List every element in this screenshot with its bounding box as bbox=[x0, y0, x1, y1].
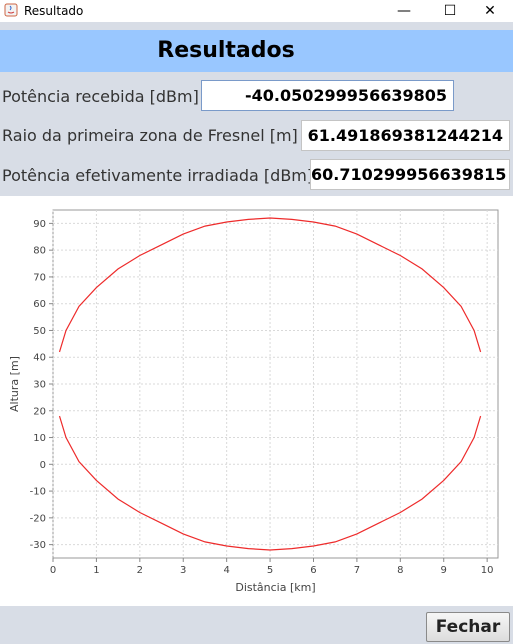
y-tick-label: 10 bbox=[33, 433, 46, 444]
y-tick-label: -30 bbox=[30, 540, 46, 551]
y-tick-label: 60 bbox=[33, 299, 46, 310]
window-title: Resultado bbox=[24, 4, 84, 18]
x-tick-label: 0 bbox=[50, 565, 56, 576]
y-axis-label: Altura [m] bbox=[8, 356, 21, 412]
x-tick-label: 10 bbox=[481, 565, 494, 576]
y-tick-label: 0 bbox=[40, 460, 46, 471]
y-tick-label: 20 bbox=[33, 406, 46, 417]
java-app-icon bbox=[4, 3, 18, 17]
y-tick-label: -20 bbox=[30, 513, 46, 524]
fresnel-radius-field[interactable]: 61.491869381244214 bbox=[301, 120, 510, 151]
close-button[interactable]: ✕ bbox=[484, 3, 496, 19]
fresnel-chart: 0 1 2 3 4 5 6 7 8 9 10 -30 -20 -10 0 10 20 30 40 50 60 70 80 90… bbox=[8, 209, 499, 594]
x-tick-label: 3 bbox=[180, 565, 186, 576]
x-tick-label: 5 bbox=[267, 565, 273, 576]
maximize-button[interactable]: ☐ bbox=[443, 3, 457, 19]
page-title: Resultados bbox=[157, 38, 295, 63]
y-tick-label: 90 bbox=[33, 219, 46, 230]
fresnel-radius-label: Raio da primeira zona de Fresnel [m] bbox=[2, 126, 298, 145]
fresnel-upper-curve bbox=[58, 217, 482, 353]
x-tick-label: 4 bbox=[223, 565, 229, 576]
eirp-label: Potência efetivamente irradiada [dBm] bbox=[2, 166, 314, 185]
x-tick-label: 6 bbox=[310, 565, 316, 576]
minimize-button[interactable]: — bbox=[397, 3, 411, 19]
y-tick-label: 30 bbox=[33, 380, 46, 391]
x-tick-label: 2 bbox=[137, 565, 143, 576]
results-header: Resultados bbox=[0, 30, 513, 72]
fresnel-chart-panel: 0 1 2 3 4 5 6 7 8 9 10 -30 -20 -10 0 10 20 30 40 50 60 70 80 90… bbox=[0, 196, 513, 606]
y-tick-label: 40 bbox=[33, 353, 46, 364]
y-tick-label: 50 bbox=[33, 326, 46, 337]
x-axis-label: Distância [km] bbox=[235, 581, 315, 594]
x-tick-label: 7 bbox=[354, 565, 360, 576]
plot-area bbox=[52, 209, 499, 559]
y-tick-label: -10 bbox=[30, 487, 46, 498]
close-dialog-button[interactable]: Fechar bbox=[426, 612, 510, 642]
x-tick-label: 8 bbox=[397, 565, 403, 576]
received-power-field[interactable]: -40.050299956639805 bbox=[201, 80, 454, 111]
title-bar: Resultado — ☐ ✕ bbox=[0, 0, 513, 22]
fresnel-lower-curve bbox=[58, 415, 482, 551]
y-tick-label: 80 bbox=[33, 246, 46, 257]
y-tick-label: 70 bbox=[33, 272, 46, 283]
received-power-label: Potência recebida [dBm] bbox=[2, 87, 199, 106]
x-tick-label: 1 bbox=[93, 565, 99, 576]
x-tick-label: 9 bbox=[441, 565, 447, 576]
eirp-field[interactable]: 60.710299956639815 bbox=[310, 159, 510, 190]
